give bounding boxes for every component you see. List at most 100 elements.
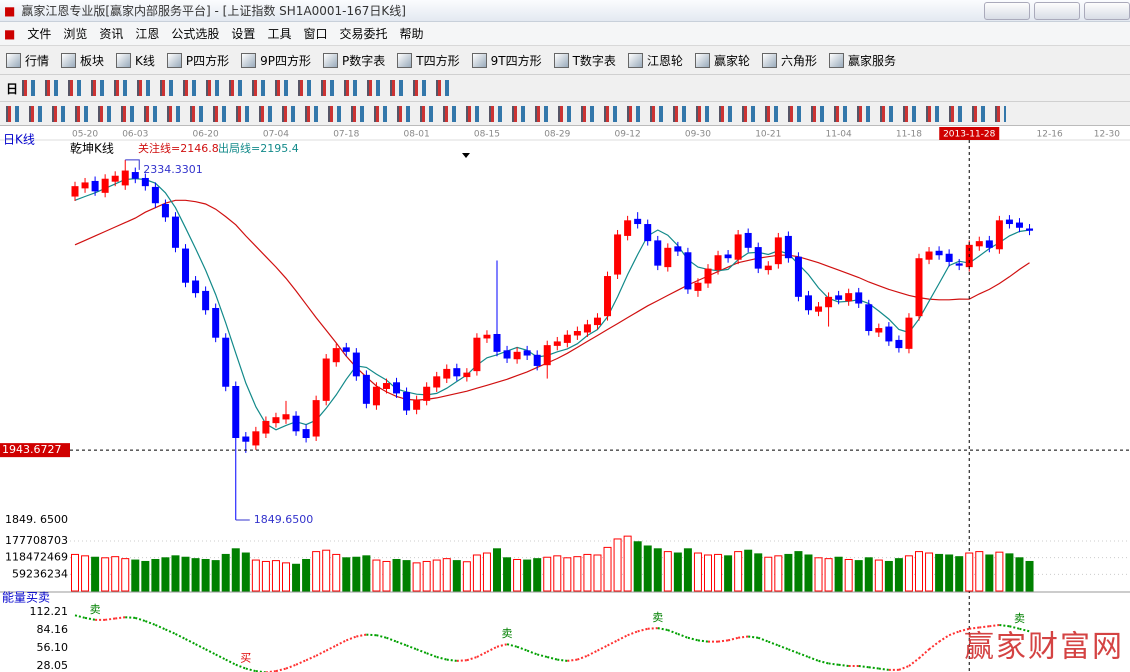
indicator-segment	[285, 663, 297, 670]
volume-bar	[452, 560, 461, 592]
menu-item[interactable]: 江恩	[135, 27, 160, 41]
extreme-label: 1849.6500	[254, 513, 314, 526]
indicator-segment	[205, 648, 217, 656]
toolbar-button[interactable]: T数字表	[554, 52, 616, 69]
candle-body	[694, 282, 702, 291]
maximize-button[interactable]	[1034, 1, 1080, 20]
toolbar-button[interactable]: 行情	[6, 52, 49, 69]
candle-body	[1015, 222, 1023, 228]
menu-item[interactable]: 工具	[267, 27, 292, 41]
volume-bar	[352, 556, 361, 592]
toolbar-button[interactable]: 六角形	[762, 52, 817, 69]
indicator-segment	[185, 638, 197, 646]
minimize-button[interactable]	[984, 1, 1030, 20]
menu-item[interactable]: 公式选股	[171, 27, 220, 41]
volume-bar	[342, 557, 351, 592]
menu-item[interactable]: 交易委托	[339, 27, 388, 41]
candle-body	[101, 178, 109, 193]
volume-bar	[121, 558, 130, 592]
candle-body	[985, 240, 993, 248]
indicator-segment	[667, 629, 679, 635]
toolbar: 行情 板块 K线 P四方形 9P四方形 P数字表 T四方形 9T四方形 T数字表 江恩轮 赢家轮 六角…	[0, 46, 1130, 75]
menu-item[interactable]: 资讯	[99, 27, 124, 41]
indicator-segment	[748, 635, 759, 639]
volume-bar	[141, 560, 150, 592]
indicator-segment	[235, 663, 247, 670]
toolbar-button[interactable]: 板块	[61, 52, 104, 69]
indicator-segment	[577, 654, 588, 661]
volume-bar	[81, 555, 90, 592]
dropdown-arrow[interactable]	[462, 153, 470, 158]
toolbar-button[interactable]: K线	[116, 52, 155, 69]
volume-bar	[111, 556, 120, 592]
volume-bar	[91, 556, 100, 592]
volume-bar	[462, 561, 471, 592]
candle-body	[845, 293, 853, 302]
candle-body	[875, 328, 883, 333]
volume-bar	[563, 557, 572, 592]
volume-bar	[573, 556, 582, 592]
volume-bar	[402, 560, 411, 592]
indicator-segment	[767, 640, 779, 647]
toolbar-button[interactable]: 9P四方形	[241, 52, 311, 69]
period-selector[interactable]: 日	[6, 81, 19, 96]
indicator-segment	[105, 617, 116, 621]
volume-bar	[442, 558, 451, 592]
x-tick-label: 07-18	[333, 130, 359, 140]
volume-bar	[704, 554, 712, 592]
menu-item[interactable]: 窗口	[303, 27, 328, 41]
indicator-segment	[376, 634, 387, 639]
indicator-segment	[526, 649, 538, 656]
menu-item[interactable]: 设置	[231, 27, 256, 41]
candle-body	[784, 235, 792, 259]
indicator-segment	[406, 644, 417, 651]
volume-bar	[292, 563, 301, 592]
indicator-segment	[657, 627, 668, 632]
indicator-segment	[586, 649, 598, 657]
candle-body	[543, 345, 551, 366]
toolbar-button[interactable]: 江恩轮	[628, 52, 683, 69]
indicator-segment	[115, 616, 126, 620]
toolbar-button[interactable]: 赢家轮	[695, 52, 750, 69]
candle-body	[312, 400, 320, 437]
volume-bar	[683, 548, 692, 592]
toolbar-button[interactable]: P数字表	[323, 52, 385, 69]
menu-item[interactable]: 文件	[27, 27, 52, 41]
indicator-segment	[838, 663, 849, 667]
candle-body	[332, 348, 340, 363]
volume-bar	[673, 552, 682, 592]
volume-bar	[804, 554, 813, 592]
candle-body	[212, 307, 220, 338]
indicator-segment	[356, 633, 367, 638]
volume-bar	[884, 560, 893, 592]
indicator-segment	[999, 623, 1010, 628]
volume-bar	[965, 552, 974, 592]
volume-bar	[392, 558, 401, 592]
menu-item[interactable]: 帮助	[399, 27, 424, 41]
panel-title: 日K线	[3, 133, 35, 147]
extreme-label: 2334.3301	[143, 163, 203, 176]
candle-body	[483, 334, 491, 339]
indicator-segment	[788, 648, 799, 655]
toolbar-button[interactable]: P四方形	[167, 52, 229, 69]
volume-bar	[181, 556, 190, 592]
volume-bar	[322, 549, 331, 592]
toolbar-button[interactable]: 赢家服务	[829, 52, 896, 69]
indicator-segment	[125, 616, 136, 619]
volume-bar	[824, 558, 833, 592]
volume-bar	[101, 557, 110, 592]
menu-item[interactable]: 浏览	[63, 27, 88, 41]
toolbar-icons[interactable]	[22, 80, 453, 96]
volume-bar	[784, 553, 793, 592]
signal-label: 买	[240, 652, 251, 665]
cursor-date-box	[939, 127, 1000, 140]
candle-body	[644, 224, 652, 242]
toolbar-icons[interactable]	[6, 105, 1006, 122]
indicator-segment	[456, 659, 467, 662]
toolbar-button[interactable]: T四方形	[397, 52, 459, 69]
candle-body	[463, 372, 471, 378]
indicator-segment	[757, 636, 769, 643]
toolbar-button[interactable]: 9T四方形	[472, 52, 542, 69]
volume-bar	[653, 548, 662, 592]
candle-body	[975, 241, 983, 247]
